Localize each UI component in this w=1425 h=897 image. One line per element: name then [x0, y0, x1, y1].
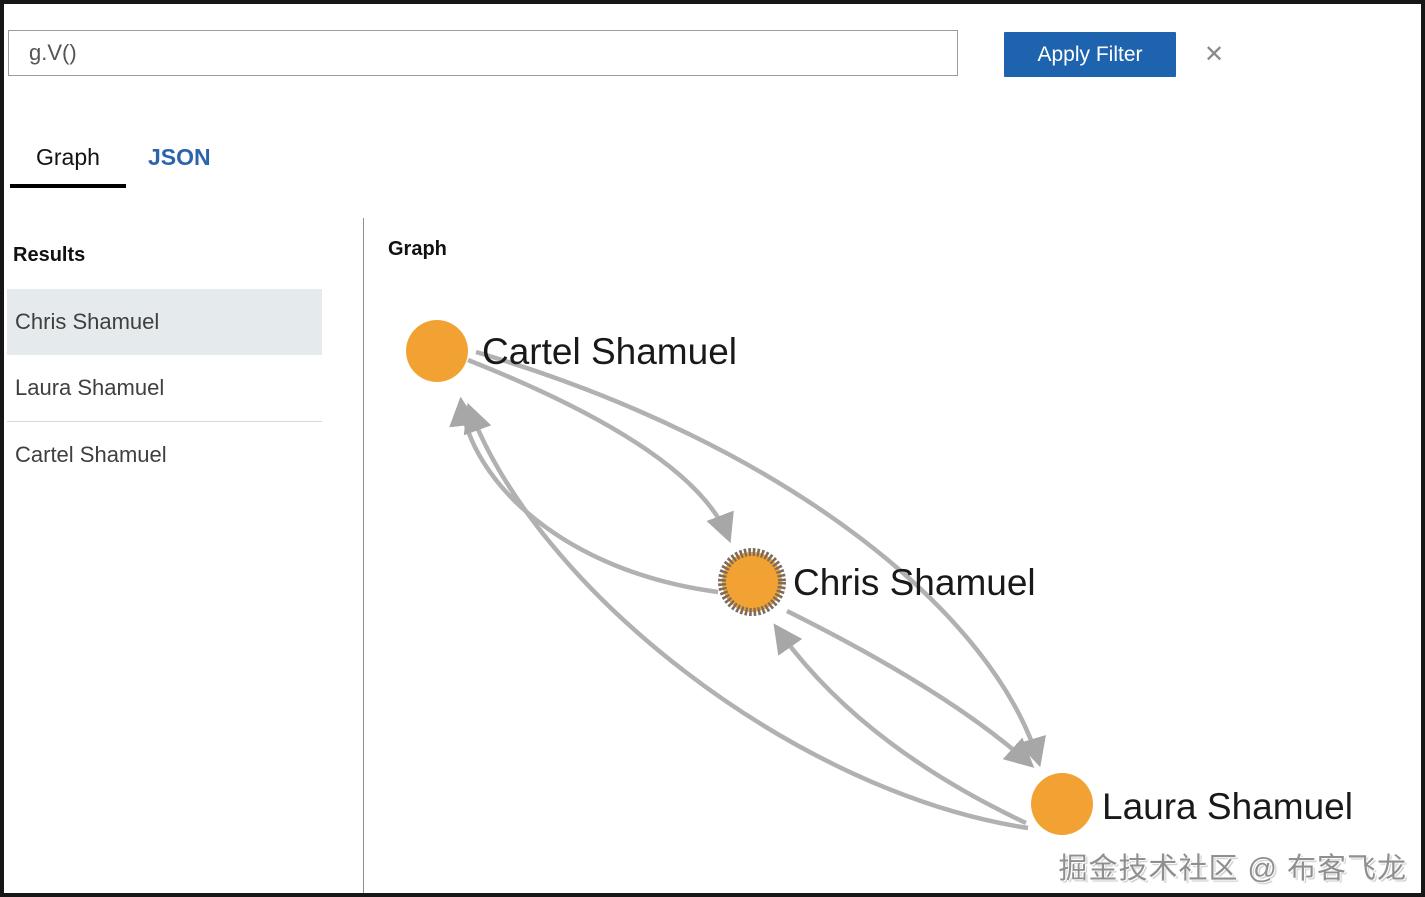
graph-node-chris[interactable]	[718, 548, 786, 616]
graph-node-cartel[interactable]	[406, 320, 468, 382]
edge-cartel-to-chris	[467, 357, 734, 544]
apply-filter-button[interactable]: Apply Filter	[1004, 32, 1176, 77]
edge-chris-to-laura	[785, 608, 1035, 768]
results-list: Chris Shamuel Laura Shamuel Cartel Shamu…	[7, 289, 322, 488]
result-item-chris[interactable]: Chris Shamuel	[7, 289, 322, 355]
edge-cartel-to-laura	[475, 349, 1046, 768]
node-label-laura: Laura Shamuel	[1102, 786, 1353, 827]
panel-divider	[363, 218, 364, 893]
watermark-text: 掘金技术社区 @ 布客飞龙	[1058, 853, 1407, 885]
results-title: Results	[13, 244, 86, 266]
tab-bar: Graph JSON	[10, 144, 211, 188]
graph-pane-title: Graph	[388, 238, 447, 260]
node-label-chris: Chris Shamuel	[793, 562, 1036, 603]
result-item-cartel[interactable]: Cartel Shamuel	[15, 442, 167, 467]
tab-json[interactable]: JSON	[147, 144, 211, 170]
edge-laura-to-cartel	[463, 402, 1029, 831]
graph-node-laura[interactable]	[1031, 773, 1093, 835]
result-item-laura[interactable]: Laura Shamuel	[7, 355, 322, 422]
close-icon[interactable]: ✕	[1203, 41, 1225, 68]
tab-graph[interactable]: Graph	[10, 144, 126, 188]
query-input[interactable]	[8, 30, 958, 76]
graph-canvas: Cartel Shamuel Chris Shamuel Laura Shamuel	[406, 320, 1353, 835]
edge-laura-to-chris	[773, 623, 1027, 826]
node-label-cartel: Cartel Shamuel	[482, 331, 737, 372]
